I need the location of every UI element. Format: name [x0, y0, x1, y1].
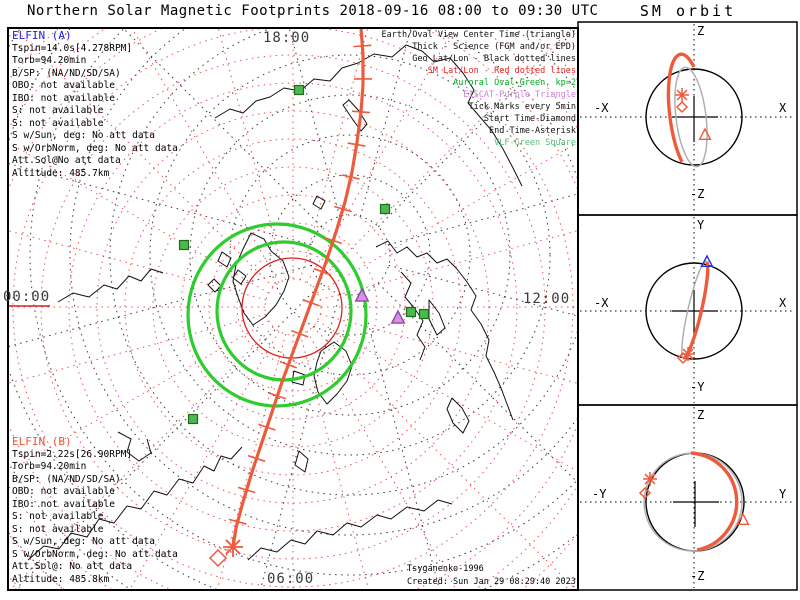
p3-axis-y: Y	[779, 487, 787, 501]
elfin-b-altitude: Altitude: 485.8km	[12, 573, 110, 585]
elfin-a-bsp: B/SP: (NA/ND/SD/SA)	[12, 67, 121, 79]
elfin-b-attsol: Att.Sol@: No att data	[12, 561, 133, 572]
elfin-b-s1: S: not available	[12, 511, 104, 522]
legend-thick-science: Thick - Science (FGM and/or EPD)	[412, 42, 576, 52]
mlt-label-06: 06:00	[267, 571, 315, 587]
p1-axis-z: Z	[697, 24, 705, 38]
mlt-label-18: 18:00	[263, 30, 311, 46]
p2-axis-neg-x: -X	[594, 296, 609, 310]
elfin-b-s2: S: not available	[12, 523, 104, 535]
elfin-b-title: ELFIN (B)	[12, 435, 72, 448]
elfin-a-s1: S: not available	[12, 105, 104, 116]
p2-axis-y: Y	[697, 218, 705, 232]
figure-title: Northern Solar Magnetic Footprints 2018-…	[27, 3, 599, 19]
elfin-b-info-block: ELFIN (B) Tspin=2.22s[26.90RPM] Torb=94.…	[12, 435, 178, 586]
elfin-b-torb: Torb=94.20min	[12, 461, 87, 472]
elfin-b-ibo: IBO: not available	[12, 498, 115, 510]
elfin-b-orbnorm-angle: S w/OrbNorm, deg: No att data	[12, 548, 178, 560]
elfin-a-s2: S: not available	[12, 117, 104, 129]
credits-block: Tsyganenko-1996 Created: Sun Jan 29 08:2…	[407, 563, 576, 589]
sm-orbit-title: SM orbit	[639, 2, 737, 20]
elfin-a-orbnorm-angle: S w/OrbNorm, deg: No att data	[12, 142, 178, 154]
p3-axis-neg-z: -Z	[690, 569, 705, 583]
mlt-label-12: 12:00	[523, 291, 571, 307]
legend-sm-grid: SM Lat/Lon - Red dotted lines	[427, 66, 576, 76]
elfin-a-attsol: Att.Sol@No att data	[12, 155, 121, 166]
elfin-b-obo: OBO: not available	[12, 486, 115, 497]
legend-center-time: Earth/Oval View Center Time (triangle)	[381, 30, 576, 40]
elfin-a-altitude: Altitude: 485.7km	[12, 167, 110, 179]
legend-vlf: VLF-Green Square	[494, 138, 576, 148]
p1-axis-neg-x: -X	[594, 101, 609, 115]
elfin-a-torb: Torb=94.20min	[12, 55, 87, 66]
elfin-a-tspin: Tspin=14.0s[4.278RPM]	[12, 42, 133, 54]
legend-start-time: Start Time-Diamond	[483, 114, 576, 124]
elfin-a-title: ELFIN (A)	[12, 29, 72, 42]
field-model-label: Tsyganenko-1996	[407, 564, 484, 574]
elfin-a-info-block: ELFIN (A) Tspin=14.0s[4.278RPM] Torb=94.…	[12, 29, 178, 180]
elfin-b-bsp: B/SP: (NA/ND/SD/SA)	[12, 473, 121, 485]
p2-axis-x: X	[779, 296, 787, 310]
elfin-b-sun-angle: S w/Sun, deg: No att data	[12, 536, 155, 547]
elfin-a-ibo: IBO: not available	[12, 92, 115, 104]
p1-axis-x: X	[779, 101, 787, 115]
mlt-label-00: 00:00	[3, 289, 51, 305]
legend-eiscat: EISCAT-Purple Triangle	[463, 90, 576, 100]
elfin-a-sun-angle: S w/Sun, deg: No att data	[12, 130, 155, 141]
p2-axis-neg-y: -Y	[690, 380, 705, 394]
map-legend: Earth/Oval View Center Time (triangle) T…	[300, 29, 576, 149]
created-timestamp: Created: Sun Jan 29 08:29:40 2023	[407, 577, 576, 587]
legend-end-time: End Time-Asterisk	[489, 126, 576, 136]
p1-axis-neg-z: -Z	[690, 187, 705, 201]
p3-axis-z: Z	[697, 408, 705, 422]
legend-tick-marks: Tick Marks every 5min	[468, 102, 576, 112]
elfin-b-tspin: Tspin=2.22s[26.90RPM]	[12, 448, 133, 460]
p3-axis-neg-y: -Y	[592, 487, 607, 501]
legend-auroral-oval: Auroral Oval-Green, kp=2	[453, 78, 576, 88]
elfin-a-obo: OBO: not available	[12, 80, 115, 91]
legend-geo-grid: Geo Lat/Lon - Black dotted lines	[412, 54, 576, 64]
